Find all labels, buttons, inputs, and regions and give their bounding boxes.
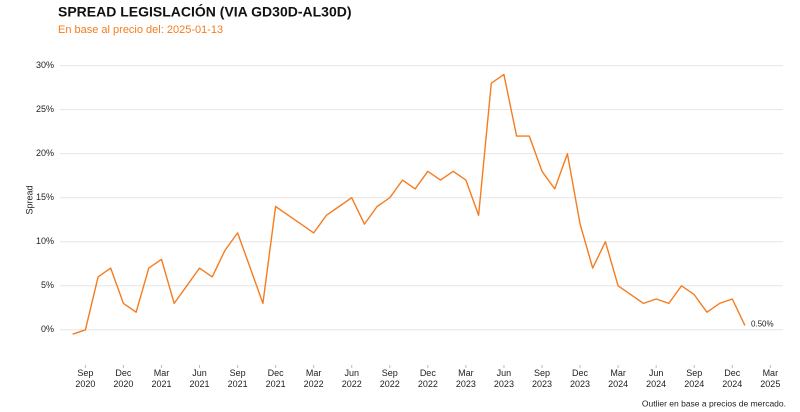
x-tick-label: Mar 2022 [303,368,324,389]
x-tick-label: Sep 2024 [684,368,705,389]
x-tick-label: Jun 2021 [189,368,210,389]
y-tick-label: 10% [36,236,54,246]
x-tick-label: Dec 2024 [722,368,743,389]
y-tick-label: 25% [36,104,54,114]
value-label: 0.50% [751,319,774,328]
y-axis-label: Spread [24,185,34,214]
y-tick-label: 15% [36,192,54,202]
x-tick-label: Mar 2025 [760,368,781,389]
x-tick-label: Sep 2020 [75,368,96,389]
y-tick-label: 20% [36,148,54,158]
line [72,73,746,335]
x-tick-label: Jun 2024 [646,368,667,389]
x-tick-label: Dec 2020 [113,368,134,389]
x-tick-label: Dec 2023 [570,368,591,389]
chart-subtitle: En base al precio del: 2025-01-13 [58,24,223,36]
x-tick-label: Mar 2024 [608,368,629,389]
footnote: Outlier en base a precios de mercado. [642,398,786,408]
x-tick-label: Dec 2021 [265,368,286,389]
y-tick-label: 30% [36,60,54,70]
y-tick-label: 5% [41,280,54,290]
x-tick-label: Sep 2021 [227,368,248,389]
x-tick-label: Mar 2021 [151,368,172,389]
y-tick-label: 0% [41,324,54,334]
x-tick-label: Sep 2023 [531,368,553,389]
x-tick-label: Jun 2023 [493,368,514,389]
x-tick-label: Jun 2022 [341,368,362,389]
x-tick-label: Mar 2023 [455,368,476,389]
x-tick-label: Dec 2022 [417,368,438,389]
chart-title: SPREAD LEGISLACIÓN (VIA GD30D-AL30D) [58,3,352,20]
x-tick-label: Sep 2022 [379,368,400,389]
